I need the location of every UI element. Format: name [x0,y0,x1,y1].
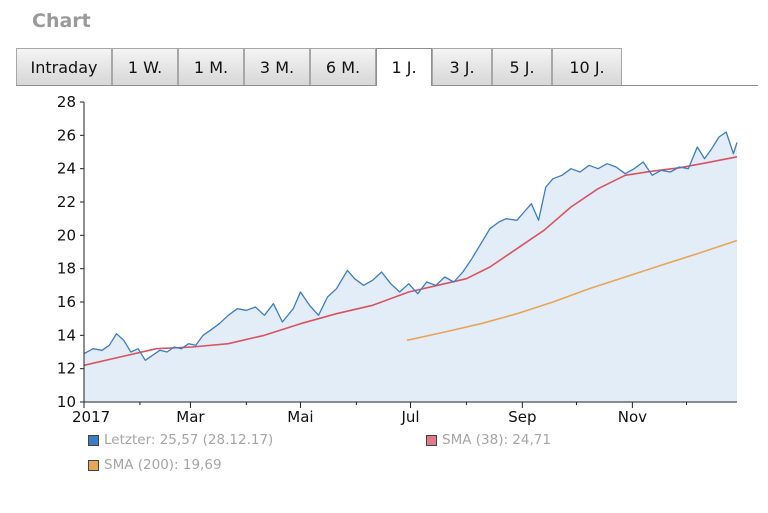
tab-5-j[interactable]: 5 J. [492,48,552,85]
chart-section-title: Chart [32,10,91,32]
legend-swatch [88,459,99,471]
tab-1-w[interactable]: 1 W. [112,48,178,85]
legend-label: SMA (200): 19,69 [104,457,222,473]
x-tick-label: Mai [287,408,313,426]
x-tick-label: Nov [618,408,647,426]
tab-1-j[interactable]: 1 J. [376,48,432,86]
price-area-fill [84,132,737,402]
y-tick-label: 26 [57,126,76,144]
legend-item: SMA (38): 24,71 [426,432,551,448]
y-tick-label: 10 [57,393,76,411]
tab-10-j[interactable]: 10 J. [552,48,622,85]
y-tick-label: 18 [57,260,76,278]
y-tick-label: 12 [57,360,76,378]
series-line-sma-200 [406,239,738,342]
x-tick-label: Mar [176,408,205,426]
y-tick-label: 16 [57,293,76,311]
y-tick-label: 20 [57,226,76,244]
y-tick-label: 28 [57,93,76,111]
series-line-sma-38 [83,156,738,367]
series-line-letzter [83,131,738,361]
timeframe-tabs: Intraday 1 W. 1 M. 3 M. 6 M. 1 J. 3 J. 5 J. 10 J… [16,48,758,86]
legend-label: SMA (38): 24,71 [442,432,551,448]
x-tick-label: Sep [508,408,536,426]
legend-item: SMA (200): 19,69 [88,457,222,473]
x-tick-label: Jul [400,408,419,426]
tab-3-j[interactable]: 3 J. [432,48,492,85]
tab-6-m[interactable]: 6 M. [310,48,376,85]
y-tick-label: 22 [57,193,76,211]
legend-swatch [426,434,437,446]
x-tick-label: 2017 [72,408,110,426]
tab-1-m[interactable]: 1 M. [178,48,244,85]
tab-intraday[interactable]: Intraday [16,48,112,85]
legend-label: Letzter: 25,57 (28.12.17) [104,432,274,448]
tab-3-m[interactable]: 3 M. [244,48,310,85]
legend-swatch [88,434,99,446]
legend-item: Letzter: 25,57 (28.12.17) [88,432,273,448]
y-tick-label: 14 [57,326,76,344]
y-tick-label: 24 [57,160,76,178]
